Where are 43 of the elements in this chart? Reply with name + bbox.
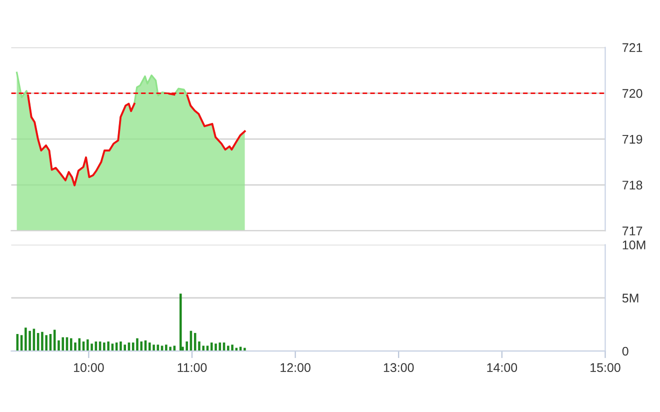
bar [169,346,172,352]
bar [28,330,31,352]
bar [227,346,230,352]
x-tick-label: 14:00 [487,363,518,372]
bar [180,294,182,352]
bar [214,344,217,352]
bar [120,341,122,352]
x-tick-label: 13:00 [384,363,414,372]
x-tick-label: 11:00 [178,363,207,372]
y-tick-label: 5M [622,294,638,303]
bar [45,335,48,352]
y-tick-label: 719 [622,134,642,144]
bar [148,342,151,352]
bar [107,341,110,352]
bar [186,341,188,352]
y-tick-label: 10M [622,240,646,250]
bar [165,344,168,352]
bar [198,341,200,352]
bar [58,340,60,352]
bar [124,344,126,352]
y-tick-label: 0 [622,346,628,356]
y-tick-label: 718 [622,180,642,190]
y-tick-label: 720 [622,89,642,98]
bar [24,328,27,352]
y-tick-label: 721 [622,43,642,52]
bar [231,344,234,352]
bar [86,339,89,352]
y-tick-label: 717 [622,226,642,236]
bar [74,342,76,352]
bar [210,342,213,352]
bar [41,332,44,352]
x-tick-label: 15:00 [590,363,620,372]
bar [70,338,72,352]
x-tick-label: 12:00 [280,363,310,372]
bar [132,342,134,352]
bar [140,341,143,352]
bar [202,346,204,352]
bar [90,344,93,352]
bar [103,342,106,352]
bar [62,337,64,352]
bar [152,344,155,352]
x-tick-label: 10:00 [74,363,104,372]
bar [136,338,138,352]
